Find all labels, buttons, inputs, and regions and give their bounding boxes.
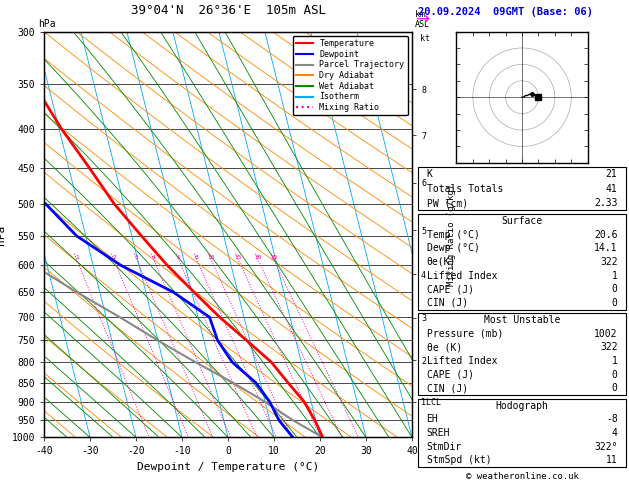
Text: km
ASL: km ASL [415,10,430,29]
Text: 322: 322 [600,343,618,352]
Text: CIN (J): CIN (J) [426,383,468,393]
Text: 2.33: 2.33 [594,198,618,208]
Text: kt: kt [420,34,430,43]
Text: Lifted Index: Lifted Index [426,356,497,366]
Text: 10: 10 [208,255,215,260]
Text: 15: 15 [235,255,242,260]
Text: CAPE (J): CAPE (J) [426,284,474,294]
Text: Most Unstable: Most Unstable [484,315,560,325]
Text: Totals Totals: Totals Totals [426,184,503,193]
Text: 14.1: 14.1 [594,243,618,253]
Text: StmDir: StmDir [426,442,462,451]
Text: 41: 41 [606,184,618,193]
Text: K: K [426,169,433,179]
Text: Lifted Index: Lifted Index [426,271,497,280]
Text: 25: 25 [270,255,277,260]
Text: © weatheronline.co.uk: © weatheronline.co.uk [465,472,579,481]
Text: StmSpd (kt): StmSpd (kt) [426,455,491,465]
Text: 0: 0 [611,298,618,308]
Text: θe (K): θe (K) [426,343,462,352]
Text: PW (cm): PW (cm) [426,198,468,208]
Text: 4: 4 [152,255,156,260]
Text: CIN (J): CIN (J) [426,298,468,308]
Text: 20: 20 [254,255,262,260]
Y-axis label: Mixing Ratio (g/kg): Mixing Ratio (g/kg) [447,183,455,286]
Text: 1002: 1002 [594,329,618,339]
Text: 3: 3 [135,255,139,260]
Text: 1: 1 [611,271,618,280]
Text: 0: 0 [611,284,618,294]
Text: →: → [415,10,429,29]
Text: Hodograph: Hodograph [496,401,548,411]
Text: 39°04'N  26°36'E  105m ASL: 39°04'N 26°36'E 105m ASL [130,4,326,17]
Text: 0: 0 [611,370,618,380]
Text: θe(K): θe(K) [426,257,456,267]
Text: 2: 2 [112,255,116,260]
Text: 322: 322 [600,257,618,267]
Text: Dewp (°C): Dewp (°C) [426,243,479,253]
Text: SREH: SREH [426,428,450,438]
Text: CAPE (J): CAPE (J) [426,370,474,380]
Text: 322°: 322° [594,442,618,451]
Text: 11: 11 [606,455,618,465]
Text: 0: 0 [611,383,618,393]
Text: 1: 1 [75,255,79,260]
Y-axis label: hPa: hPa [0,225,6,244]
Text: Pressure (mb): Pressure (mb) [426,329,503,339]
Text: EH: EH [426,415,438,424]
Legend: Temperature, Dewpoint, Parcel Trajectory, Dry Adiabat, Wet Adiabat, Isotherm, Mi: Temperature, Dewpoint, Parcel Trajectory… [293,36,408,115]
Text: 4: 4 [611,428,618,438]
Text: 8: 8 [195,255,199,260]
Text: 6: 6 [177,255,181,260]
Text: 20.6: 20.6 [594,230,618,240]
Text: -8: -8 [606,415,618,424]
Text: Temp (°C): Temp (°C) [426,230,479,240]
Text: Surface: Surface [501,216,543,226]
Text: 21: 21 [606,169,618,179]
X-axis label: Dewpoint / Temperature (°C): Dewpoint / Temperature (°C) [137,462,319,472]
Text: 1: 1 [611,356,618,366]
Text: hPa: hPa [38,19,55,29]
Text: 20.09.2024  09GMT (Base: 06): 20.09.2024 09GMT (Base: 06) [418,7,593,17]
